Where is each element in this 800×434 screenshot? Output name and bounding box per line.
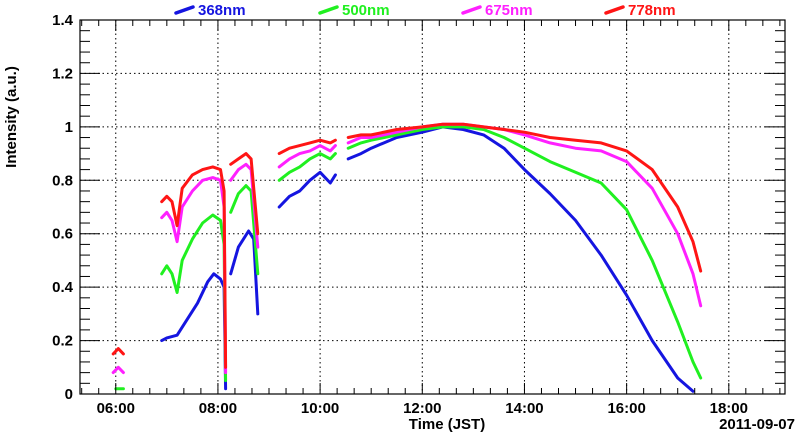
series-line-675nm bbox=[277, 144, 337, 169]
x-tick-label: 08:00 bbox=[199, 400, 237, 417]
series-line-778nm bbox=[346, 122, 703, 273]
series-line-368nm bbox=[346, 125, 695, 393]
legend: 368nm 500nm 675nm 778nm bbox=[174, 2, 676, 19]
series-line-778nm bbox=[229, 152, 260, 236]
series-line-500nm bbox=[229, 184, 260, 276]
legend-label-778nm: 778nm bbox=[628, 2, 676, 19]
legend-swatch-675nm bbox=[461, 5, 482, 15]
series-line-500nm bbox=[160, 213, 228, 383]
x-tick-label: 14:00 bbox=[505, 400, 543, 417]
series-line-500nm bbox=[277, 152, 337, 182]
y-tick-label: 1.4 bbox=[52, 12, 74, 29]
series-line-368nm bbox=[277, 170, 337, 209]
y-tick-label: 0.8 bbox=[52, 172, 73, 189]
plot-frame bbox=[79, 19, 786, 395]
x-axis-title: Time (JST) bbox=[409, 416, 485, 433]
y-axis-title: Intensity (a.u.) bbox=[3, 66, 20, 168]
series-line-675nm bbox=[111, 365, 125, 375]
legend-swatch-778nm bbox=[604, 5, 625, 15]
series-line-778nm bbox=[277, 138, 337, 156]
ticks: 06:00 08:00 10:00 12:00 14:00 16:00 18:00 0 0.2 0… bbox=[52, 12, 785, 417]
y-tick-label: 0.6 bbox=[52, 226, 73, 243]
y-tick-label: 1.2 bbox=[52, 65, 73, 82]
y-tick-label: 0 bbox=[65, 386, 73, 403]
date-label: 2011-09-07 bbox=[719, 416, 795, 433]
series-layer bbox=[111, 122, 703, 393]
series-line-500nm bbox=[346, 125, 703, 380]
legend-label-368nm: 368nm bbox=[198, 2, 246, 19]
x-tick-label: 18:00 bbox=[710, 400, 748, 417]
x-tick-label: 10:00 bbox=[301, 400, 339, 417]
series-line-778nm bbox=[111, 347, 125, 356]
legend-swatch-500nm bbox=[318, 5, 339, 15]
x-tick-label: 12:00 bbox=[403, 400, 441, 417]
series-line-368nm bbox=[160, 272, 228, 391]
legend-swatch-368nm bbox=[174, 5, 195, 15]
legend-label-500nm: 500nm bbox=[342, 2, 390, 19]
x-tick-label: 06:00 bbox=[97, 400, 135, 417]
series-line-778nm bbox=[160, 165, 228, 369]
x-tick-label: 16:00 bbox=[607, 400, 645, 417]
series-line-368nm bbox=[229, 229, 260, 316]
y-tick-label: 0.2 bbox=[52, 333, 73, 350]
series-line-675nm bbox=[160, 176, 228, 375]
y-tick-label: 1 bbox=[65, 119, 73, 136]
legend-label-675nm: 675nm bbox=[485, 2, 533, 19]
y-tick-label: 0.4 bbox=[52, 279, 74, 296]
